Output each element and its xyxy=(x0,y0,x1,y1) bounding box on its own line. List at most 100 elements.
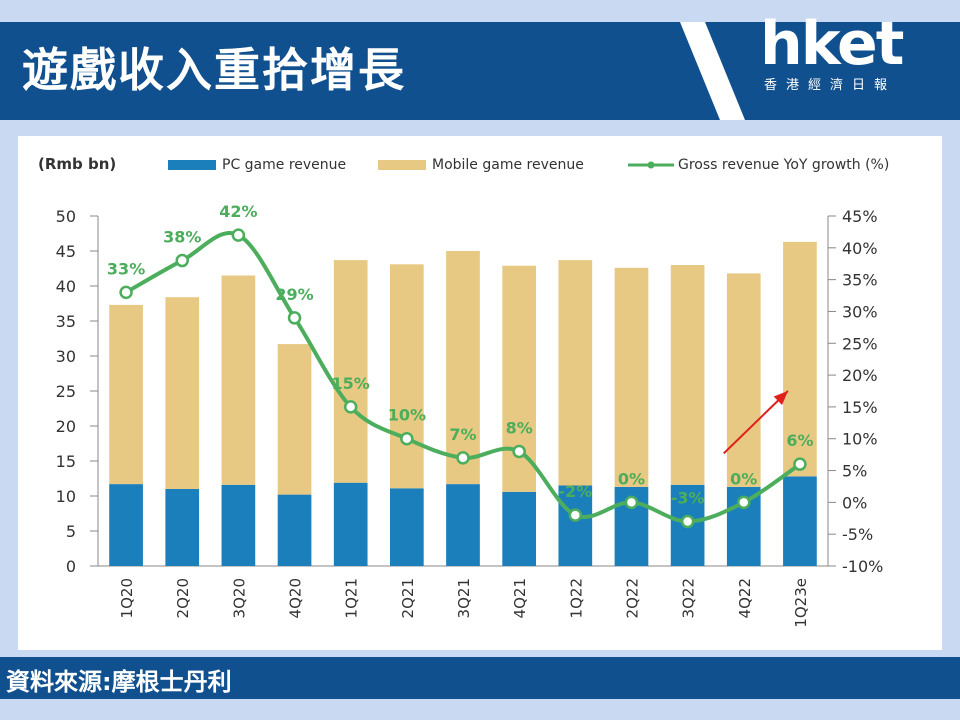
y-tick-label: 10 xyxy=(56,487,76,506)
growth-point xyxy=(793,457,807,471)
page-title: 遊戲收入重拾增長 xyxy=(22,43,406,97)
growth-point xyxy=(624,495,639,510)
chart-svg: (Rmb bn) PC game revenue Mobile game reve… xyxy=(38,155,889,628)
bar-mobile-revenue xyxy=(783,241,817,477)
chart-panel: (Rmb bn) PC game revenue Mobile game reve… xyxy=(18,136,942,650)
bar-pc-revenue xyxy=(109,484,143,566)
growth-point xyxy=(512,444,526,459)
y2-tick-label: -5% xyxy=(842,525,873,544)
growth-data-label: -3% xyxy=(671,488,705,507)
legend-label: Gross revenue YoY growth (%) xyxy=(678,157,889,173)
bar-pc-revenue xyxy=(446,484,480,566)
chart-axes: 5045403530252015105045%40%35%30%25%20%15… xyxy=(56,207,884,628)
y-tick-label: 0 xyxy=(66,557,76,576)
y2-tick-label: 45% xyxy=(842,207,878,226)
legend-swatch-marker xyxy=(647,161,655,169)
y2-tick-label: 20% xyxy=(842,366,878,385)
growth-data-label: -2% xyxy=(558,482,592,501)
growth-data-label: 0% xyxy=(618,469,645,488)
bar-mobile-revenue xyxy=(670,265,705,485)
y2-tick-label: -10% xyxy=(842,557,883,576)
bar-pc-revenue xyxy=(333,482,368,566)
chart-bars xyxy=(109,241,817,566)
y2-tick-label: 10% xyxy=(842,430,878,449)
logo-subtitle: 香港經濟日報 xyxy=(764,78,897,93)
source-note: 資料來源:摩根士丹利 xyxy=(6,668,232,696)
y-tick-label: 20 xyxy=(56,417,76,436)
x-tick-label: 4Q22 xyxy=(736,578,754,618)
chart-annotation xyxy=(723,390,789,455)
bar-pc-revenue xyxy=(277,494,312,566)
x-tick-label: 3Q22 xyxy=(680,578,698,618)
legend-label: Mobile game revenue xyxy=(432,157,584,173)
bar-mobile-revenue xyxy=(109,304,143,485)
growth-data-label: 10% xyxy=(388,406,426,425)
growth-data-label: 0% xyxy=(730,469,757,488)
growth-point xyxy=(400,431,414,446)
source-bar: 資料來源:摩根士丹利 xyxy=(0,657,960,699)
growth-point xyxy=(287,311,302,325)
bar-mobile-revenue xyxy=(726,273,761,487)
x-tick-label: 2Q21 xyxy=(399,578,417,618)
annotation-arrow-shaft xyxy=(723,390,789,455)
x-tick-label: 1Q20 xyxy=(118,578,136,618)
bar-mobile-revenue xyxy=(333,260,368,483)
growth-point xyxy=(568,508,583,522)
growth-point xyxy=(343,400,358,414)
growth-data-label: 38% xyxy=(163,228,201,247)
bar-mobile-revenue xyxy=(390,264,424,489)
y-tick-label: 5 xyxy=(66,522,76,541)
growth-data-label: 6% xyxy=(786,431,813,450)
y-tick-label: 50 xyxy=(56,207,76,226)
x-tick-label: 2Q22 xyxy=(623,578,641,618)
y2-tick-label: 25% xyxy=(842,334,878,353)
growth-data-label: 42% xyxy=(219,202,257,221)
y-tick-label: 40 xyxy=(56,277,76,296)
annotation-arrow-head xyxy=(773,391,788,406)
growth-data-label: 15% xyxy=(332,374,370,393)
bar-mobile-revenue xyxy=(614,267,649,487)
growth-point xyxy=(175,253,189,268)
y-tick-label: 15 xyxy=(56,452,76,471)
x-tick-label: 1Q23e xyxy=(792,578,810,628)
x-tick-label: 2Q20 xyxy=(174,578,192,618)
legend-swatch xyxy=(168,160,216,170)
y-tick-label: 25 xyxy=(56,382,76,401)
y-tick-label: 45 xyxy=(56,242,76,261)
growth-data-label: 8% xyxy=(506,418,533,437)
growth-point xyxy=(231,228,246,242)
y2-tick-label: 35% xyxy=(842,271,878,290)
y2-tick-label: 30% xyxy=(842,302,878,321)
y2-tick-label: 0% xyxy=(842,493,867,512)
y-axis-unit-label: (Rmb bn) xyxy=(38,155,116,173)
y2-tick-label: 15% xyxy=(842,398,878,417)
bar-pc-revenue xyxy=(165,489,200,566)
bar-pc-revenue xyxy=(502,491,536,566)
bar-mobile-revenue xyxy=(446,251,480,485)
growth-point xyxy=(680,514,695,529)
bar-pc-revenue xyxy=(783,476,817,566)
y-tick-label: 35 xyxy=(56,312,76,331)
growth-line: 33% 38% 42% 29% 15% 10% 7% 8% -2% 0% -3% 0% 6% xyxy=(107,202,814,529)
x-tick-label: 4Q21 xyxy=(511,578,529,618)
chart-legend: PC game revenue Mobile game revenue Gross … xyxy=(168,157,889,173)
legend-swatch xyxy=(378,160,426,170)
y2-tick-label: 40% xyxy=(842,239,878,258)
bar-pc-revenue xyxy=(558,485,593,566)
x-tick-label: 4Q20 xyxy=(287,578,305,618)
growth-data-label: 33% xyxy=(107,259,145,278)
bar-mobile-revenue xyxy=(558,260,593,486)
legend-label: PC game revenue xyxy=(222,157,346,173)
bar-pc-revenue xyxy=(390,488,424,566)
growth-point xyxy=(737,495,751,510)
x-tick-label: 1Q22 xyxy=(567,578,585,618)
y2-tick-label: 5% xyxy=(842,462,867,481)
bar-mobile-revenue xyxy=(165,297,200,489)
title-bar xyxy=(0,22,730,120)
x-tick-label: 3Q20 xyxy=(230,578,248,618)
logo-wordmark: hket xyxy=(760,9,904,79)
bar-mobile-revenue xyxy=(221,275,256,485)
title-band: 遊戲收入重拾增長 xyxy=(0,22,960,120)
bar-pc-revenue xyxy=(221,484,256,566)
growth-point xyxy=(119,285,133,300)
